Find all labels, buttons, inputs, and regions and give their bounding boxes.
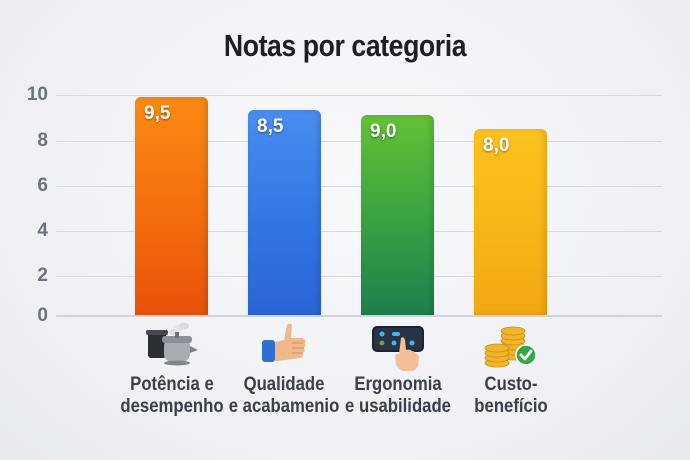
category-label: Custo- benefício — [474, 374, 548, 417]
bar-value-label: 9,0 — [370, 121, 397, 142]
bar-ergonomia: 9,0 — [361, 115, 434, 315]
bar-value-label: 9,5 — [144, 103, 171, 124]
pressure-cooker-icon — [146, 322, 198, 366]
bar-value-label: 8,5 — [257, 116, 284, 137]
gridline-4 — [56, 231, 662, 232]
category-label: Ergonomia e usabilidade — [345, 374, 451, 417]
bar-value-label: 8,0 — [483, 135, 510, 156]
gridline-6 — [56, 186, 662, 187]
ytick-label: 6 — [37, 175, 48, 196]
chart-title: Notas por categoria — [223, 28, 467, 63]
category-potencia: Potência e desempenho — [107, 320, 237, 418]
coins-check-icon — [484, 326, 537, 368]
ytick-label: 8 — [37, 130, 48, 151]
ytick-label: 4 — [37, 220, 48, 241]
thumbs-up-icon — [262, 323, 306, 362]
gridline-8 — [56, 141, 662, 142]
bar-potencia: 9,5 — [135, 97, 208, 315]
touch-panel-icon — [372, 326, 424, 371]
category-custo: Custo- benefício — [446, 320, 576, 418]
category-qualidade: Qualidade e acabamenio — [219, 320, 349, 418]
bar-qualidade: 8,5 — [248, 110, 321, 315]
category-label: Potência e desempenho — [120, 374, 224, 417]
ytick-label: 10 — [26, 84, 48, 105]
bar-custo: 8,0 — [474, 129, 547, 315]
category-label: Qualidade e acabamenio — [228, 374, 340, 417]
category-ergonomia: Ergonomia e usabilidade — [333, 320, 463, 418]
x-axis-baseline — [56, 315, 662, 317]
gridline-2 — [56, 276, 662, 277]
gridline-10 — [56, 95, 662, 96]
ytick-label: 2 — [37, 265, 48, 286]
ytick-label: 0 — [37, 305, 48, 326]
